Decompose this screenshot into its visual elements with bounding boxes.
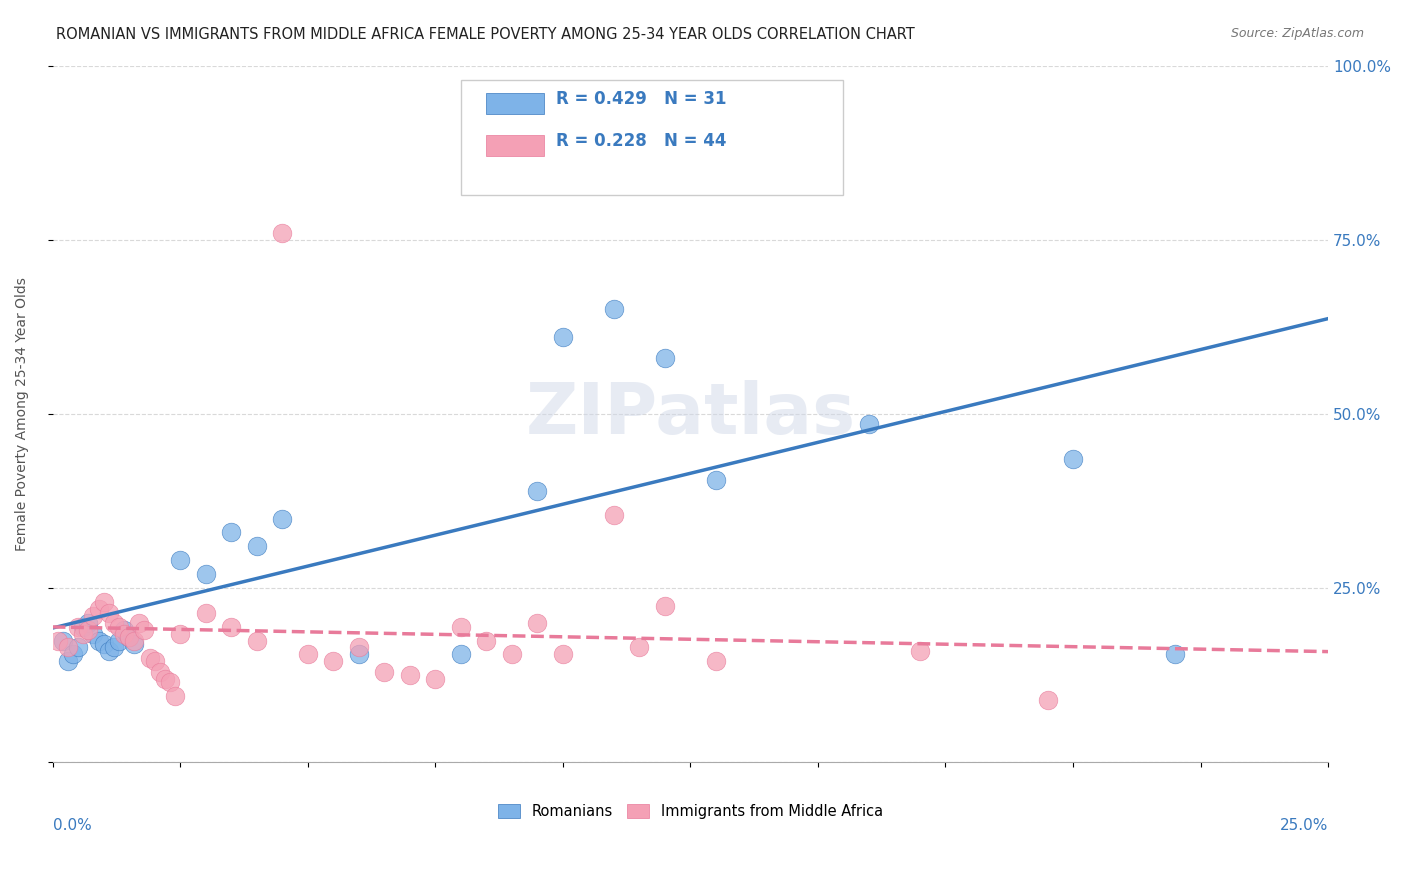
Immigrants from Middle Africa [475, 633, 498, 648]
Romanians [93, 637, 115, 651]
Romanians [704, 473, 727, 487]
Romanians [194, 567, 217, 582]
Immigrants from Middle Africa [103, 616, 125, 631]
Romanians [450, 648, 472, 662]
Immigrants from Middle Africa [56, 640, 79, 655]
Romanians [654, 351, 676, 366]
Immigrants from Middle Africa [122, 633, 145, 648]
Romanians [52, 633, 75, 648]
Immigrants from Middle Africa [398, 668, 420, 682]
Immigrants from Middle Africa [143, 654, 166, 668]
Romanians [551, 330, 574, 344]
Romanians [122, 637, 145, 651]
Romanians [755, 149, 778, 163]
FancyBboxPatch shape [461, 79, 844, 194]
Text: R = 0.429   N = 31: R = 0.429 N = 31 [557, 90, 727, 108]
Immigrants from Middle Africa [501, 648, 523, 662]
Romanians [169, 553, 191, 567]
Romanians [82, 626, 104, 640]
Immigrants from Middle Africa [297, 648, 319, 662]
Immigrants from Middle Africa [603, 508, 626, 522]
Romanians [526, 483, 548, 498]
Immigrants from Middle Africa [347, 640, 370, 655]
Immigrants from Middle Africa [654, 599, 676, 613]
Immigrants from Middle Africa [450, 619, 472, 633]
Romanians [97, 644, 120, 658]
Immigrants from Middle Africa [551, 648, 574, 662]
Text: R = 0.228   N = 44: R = 0.228 N = 44 [557, 132, 727, 150]
Romanians [112, 623, 135, 637]
Romanians [108, 633, 131, 648]
Romanians [603, 302, 626, 317]
Immigrants from Middle Africa [97, 606, 120, 620]
Immigrants from Middle Africa [271, 226, 294, 240]
Immigrants from Middle Africa [128, 616, 150, 631]
Immigrants from Middle Africa [194, 606, 217, 620]
Immigrants from Middle Africa [87, 602, 110, 616]
Immigrants from Middle Africa [704, 654, 727, 668]
Immigrants from Middle Africa [93, 595, 115, 609]
Text: 25.0%: 25.0% [1279, 818, 1329, 833]
Immigrants from Middle Africa [373, 665, 395, 679]
Immigrants from Middle Africa [138, 651, 160, 665]
Immigrants from Middle Africa [153, 672, 176, 686]
Bar [486, 94, 544, 114]
Text: ZIPatlas: ZIPatlas [526, 379, 855, 449]
Romanians [62, 648, 84, 662]
Romanians [56, 654, 79, 668]
Romanians [271, 511, 294, 525]
Y-axis label: Female Poverty Among 25-34 Year Olds: Female Poverty Among 25-34 Year Olds [15, 277, 30, 551]
Romanians [67, 640, 90, 655]
Text: Source: ZipAtlas.com: Source: ZipAtlas.com [1230, 27, 1364, 40]
Immigrants from Middle Africa [322, 654, 344, 668]
Immigrants from Middle Africa [246, 633, 269, 648]
Immigrants from Middle Africa [108, 619, 131, 633]
Immigrants from Middle Africa [149, 665, 172, 679]
Romanians [72, 619, 94, 633]
Immigrants from Middle Africa [118, 630, 141, 644]
Romanians [219, 525, 242, 540]
Immigrants from Middle Africa [159, 675, 181, 690]
Immigrants from Middle Africa [67, 619, 90, 633]
Immigrants from Middle Africa [526, 616, 548, 631]
Romanians [77, 616, 100, 631]
Immigrants from Middle Africa [165, 690, 187, 704]
Immigrants from Middle Africa [219, 619, 242, 633]
Text: 0.0%: 0.0% [52, 818, 91, 833]
Romanians [858, 417, 880, 432]
Romanians [118, 630, 141, 644]
Romanians [347, 648, 370, 662]
Bar [486, 136, 544, 156]
Romanians [1164, 648, 1187, 662]
Immigrants from Middle Africa [46, 633, 69, 648]
Romanians [103, 640, 125, 655]
Immigrants from Middle Africa [77, 623, 100, 637]
Text: ROMANIAN VS IMMIGRANTS FROM MIDDLE AFRICA FEMALE POVERTY AMONG 25-34 YEAR OLDS C: ROMANIAN VS IMMIGRANTS FROM MIDDLE AFRIC… [56, 27, 915, 42]
Immigrants from Middle Africa [134, 623, 156, 637]
Immigrants from Middle Africa [169, 626, 191, 640]
Immigrants from Middle Africa [628, 640, 651, 655]
Immigrants from Middle Africa [908, 644, 931, 658]
Legend: Romanians, Immigrants from Middle Africa: Romanians, Immigrants from Middle Africa [492, 798, 889, 825]
Immigrants from Middle Africa [425, 672, 447, 686]
Romanians [87, 633, 110, 648]
Immigrants from Middle Africa [72, 626, 94, 640]
Immigrants from Middle Africa [112, 626, 135, 640]
Romanians [246, 540, 269, 554]
Immigrants from Middle Africa [1036, 692, 1059, 706]
Immigrants from Middle Africa [82, 609, 104, 624]
Romanians [1062, 452, 1084, 467]
